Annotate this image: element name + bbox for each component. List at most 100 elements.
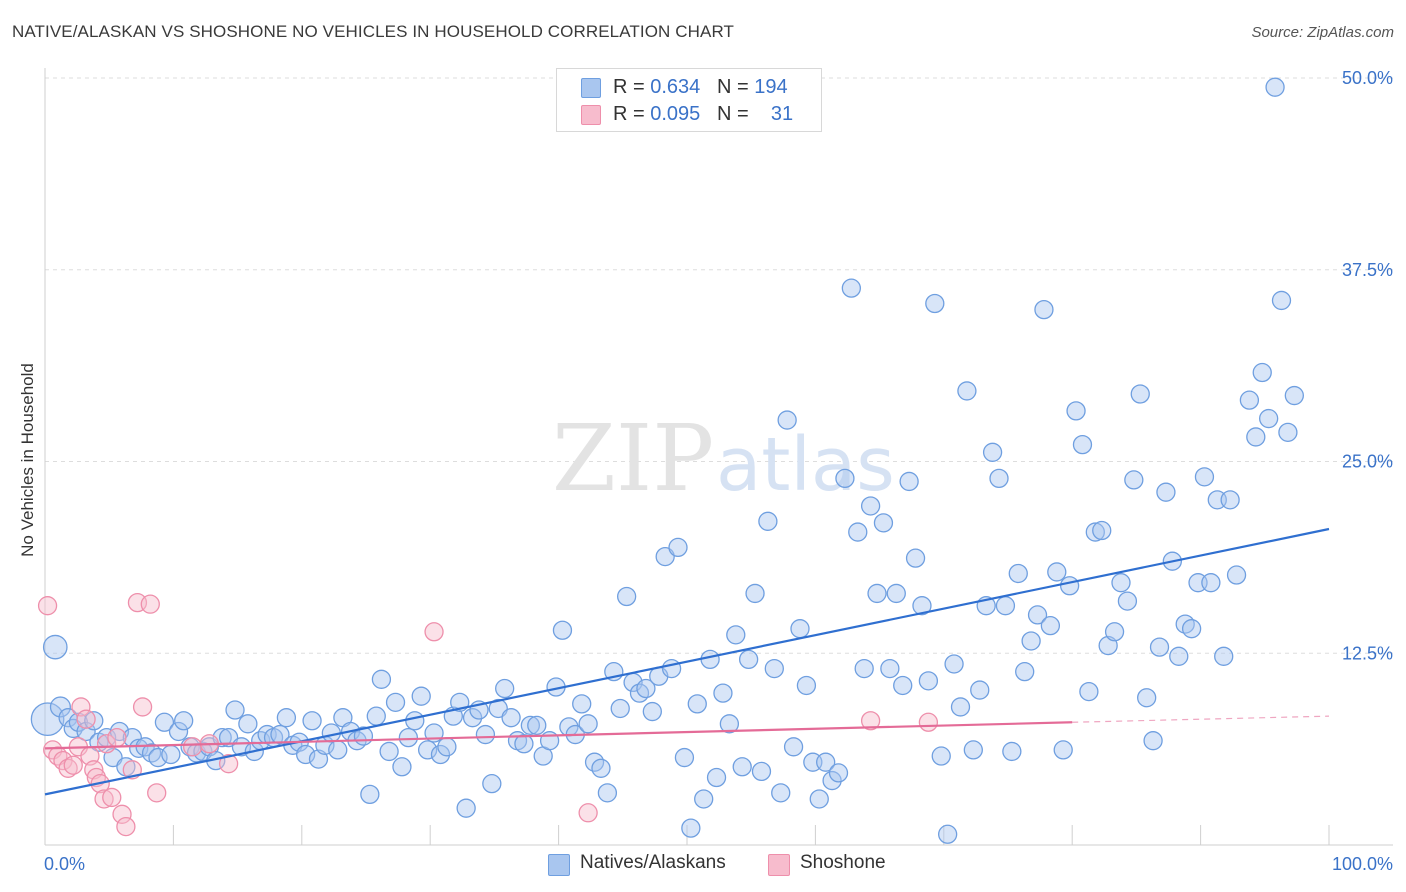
point-natives — [668, 537, 688, 558]
point-natives — [552, 620, 573, 640]
point-natives — [379, 741, 399, 762]
point-natives — [1149, 637, 1170, 657]
legend-r-label: R = — [613, 103, 645, 125]
trend-line-shoshone-extension — [1072, 715, 1330, 723]
point-natives — [835, 468, 855, 489]
point-natives — [572, 694, 592, 714]
point-natives — [514, 734, 534, 754]
point-natives — [738, 649, 759, 670]
point-natives — [783, 737, 804, 757]
point-natives — [1008, 563, 1028, 584]
point-natives — [501, 708, 521, 728]
point-shoshone — [140, 594, 160, 614]
point-natives — [84, 711, 104, 731]
point-natives — [462, 708, 483, 728]
point-natives — [1059, 576, 1080, 596]
point-natives — [1092, 520, 1112, 541]
point-natives — [989, 468, 1009, 489]
point-natives — [681, 818, 701, 838]
point-natives — [719, 714, 740, 734]
point-natives — [1040, 615, 1061, 636]
point-natives — [822, 770, 842, 791]
point-natives — [482, 773, 502, 794]
legend-n-value: 194 — [754, 76, 788, 98]
point-natives — [1124, 470, 1144, 490]
trend-line-shoshone — [44, 721, 1073, 750]
point-natives — [1143, 731, 1163, 751]
y-tick-label: 50.0% — [1342, 68, 1393, 88]
point-shoshone — [578, 803, 598, 823]
point-natives — [49, 696, 71, 718]
point-shoshone — [424, 622, 444, 642]
point-natives — [597, 783, 618, 803]
point-natives — [437, 737, 457, 757]
point-natives — [1220, 490, 1240, 510]
point-natives — [475, 724, 496, 745]
point-natives — [931, 746, 951, 766]
point-natives — [296, 744, 316, 765]
point-natives — [1021, 631, 1041, 651]
point-natives — [925, 293, 945, 314]
point-shoshone — [116, 816, 136, 837]
y-tick-label: 12.5% — [1342, 643, 1393, 663]
point-natives — [392, 757, 412, 777]
point-shoshone — [218, 754, 239, 774]
point-natives — [867, 583, 887, 604]
point-natives — [880, 658, 900, 679]
point-natives — [642, 701, 662, 722]
point-natives — [1137, 688, 1157, 708]
point-natives — [174, 711, 194, 731]
point-shoshone — [37, 596, 58, 616]
point-natives — [1053, 740, 1073, 760]
point-natives — [430, 744, 451, 765]
legend-swatch-natives — [548, 854, 570, 876]
point-natives — [854, 658, 874, 679]
point-shoshone — [58, 758, 78, 778]
point-natives — [751, 761, 772, 782]
point-natives — [610, 698, 630, 719]
point-natives — [1156, 482, 1176, 502]
point-natives — [578, 714, 598, 734]
point-natives — [129, 738, 149, 759]
point-natives — [1214, 646, 1234, 666]
point-natives — [995, 596, 1016, 616]
legend-n-value: 31 — [770, 103, 794, 125]
point-natives — [828, 763, 849, 783]
point-natives — [168, 721, 189, 742]
point-natives — [1265, 77, 1285, 97]
watermark: ZIP atlas — [552, 405, 895, 512]
point-natives — [1047, 562, 1067, 582]
point-natives — [1239, 390, 1260, 410]
legend-n-label: N = — [716, 103, 749, 125]
point-shoshone — [147, 783, 167, 803]
point-shoshone — [71, 697, 91, 717]
point-natives — [495, 678, 515, 699]
point-natives — [1104, 622, 1125, 642]
point-natives — [1284, 385, 1304, 406]
point-shoshone — [63, 755, 83, 775]
point-natives — [771, 783, 791, 803]
tick-labels: 12.5% 25.0% 37.5% 50.0% 0.0% 100.0% — [44, 68, 1393, 874]
point-natives — [1201, 573, 1221, 593]
legend-n-label: N = — [716, 76, 749, 98]
point-natives — [328, 740, 348, 760]
point-natives — [1027, 605, 1048, 625]
point-natives — [963, 740, 983, 760]
point-natives — [982, 442, 1003, 462]
point-natives — [661, 658, 682, 679]
legend-swatch-shoshone — [768, 854, 790, 876]
point-natives — [636, 678, 656, 699]
point-natives — [302, 711, 322, 731]
point-natives — [1226, 565, 1247, 585]
point-natives — [1079, 681, 1099, 702]
point-natives — [700, 649, 720, 670]
point-natives — [30, 702, 65, 737]
watermark-atlas: atlas — [716, 422, 895, 508]
point-natives — [360, 784, 380, 805]
point-natives — [1181, 619, 1202, 639]
point-shoshone — [183, 737, 203, 757]
point-natives — [873, 513, 894, 533]
x-tick-label: 100.0% — [1332, 854, 1393, 874]
point-natives — [764, 658, 784, 679]
